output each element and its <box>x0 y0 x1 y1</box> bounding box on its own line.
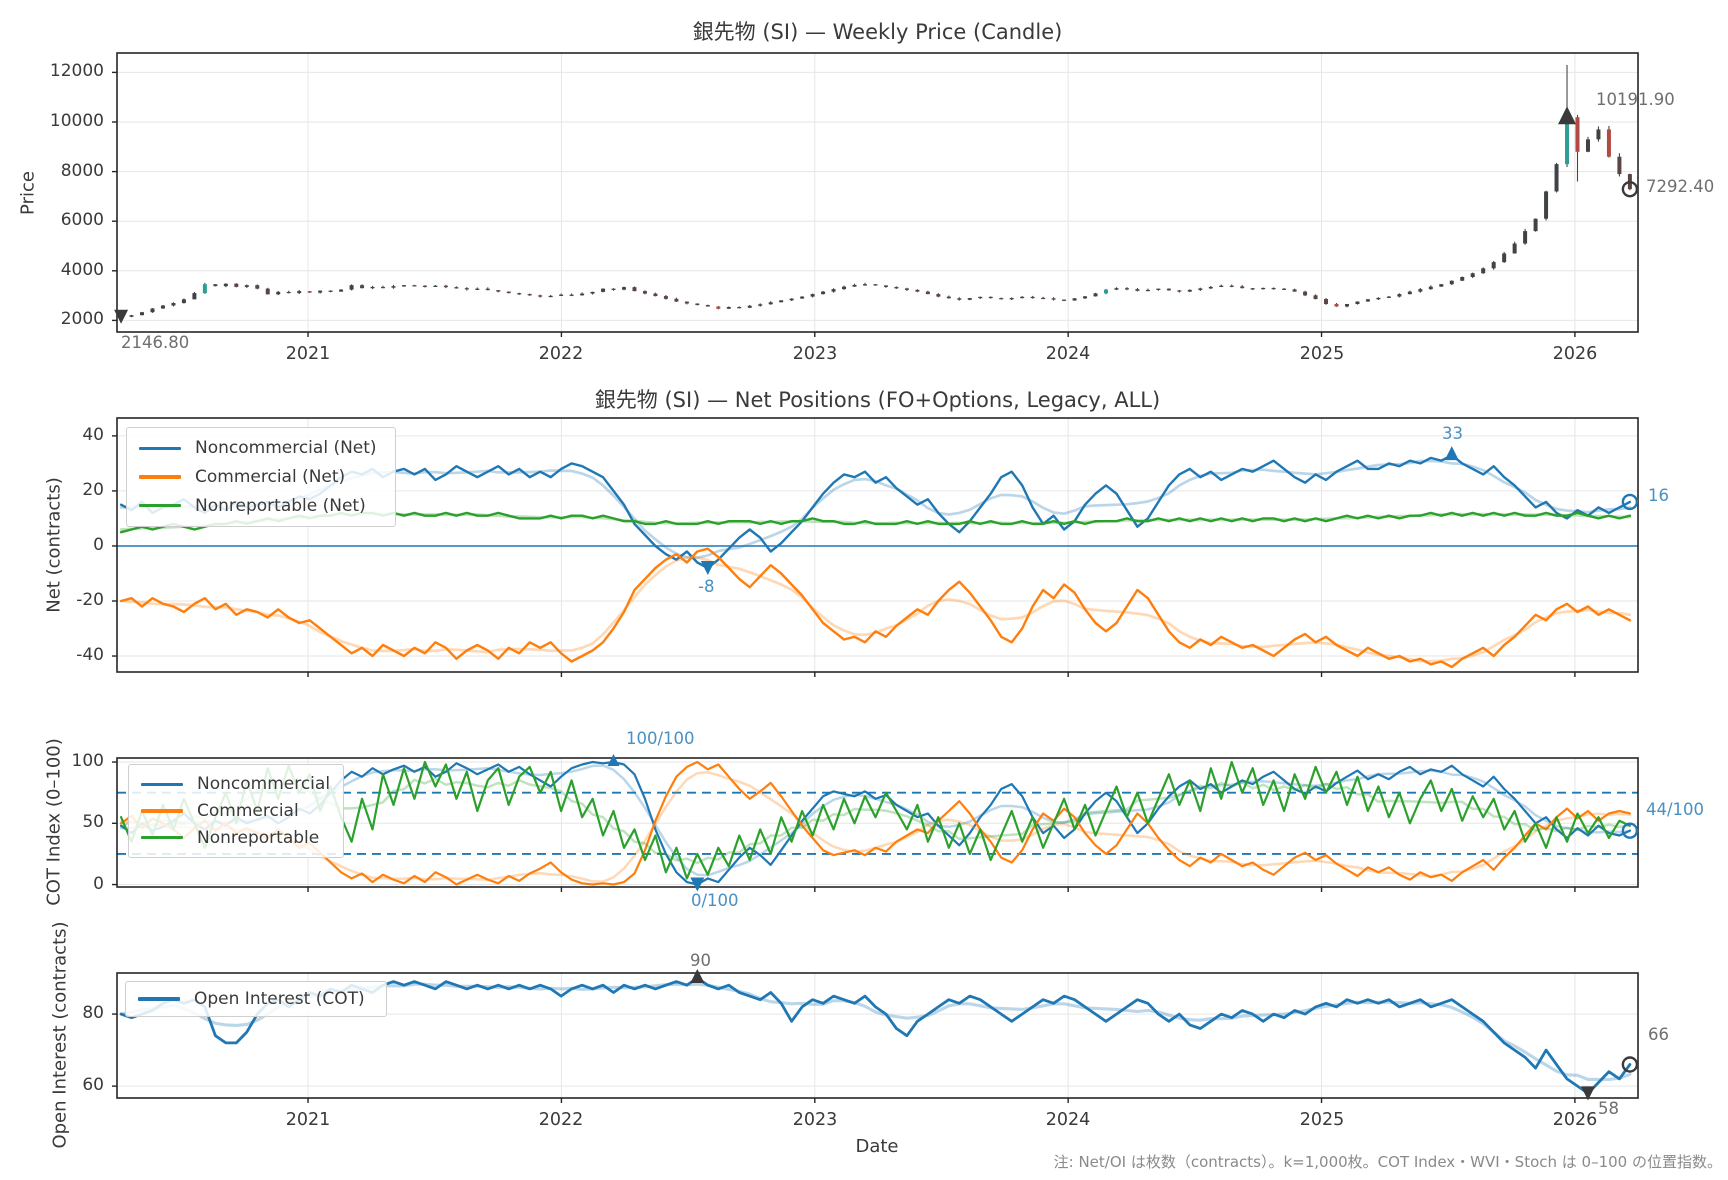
annotation-cot-max: 100/100 <box>626 729 695 748</box>
legend-label: Commercial (Net) <box>195 466 346 487</box>
legend-item-noncommercial-net: Noncommercial (Net) <box>139 438 383 458</box>
annotation-oi-max: 90 <box>690 951 711 970</box>
net-ytick: 40 <box>82 425 104 445</box>
nonreportable-line-swatch <box>139 503 181 508</box>
commercial-line-swatch <box>141 809 183 813</box>
net-ytick: -20 <box>76 590 104 610</box>
annotation-net-last: 16 <box>1648 486 1669 505</box>
price-ytick: 6000 <box>60 210 104 230</box>
footnote: 注: Net/OI は枚数（contracts）。k=1,000枚。COT In… <box>1053 1153 1722 1171</box>
price-ytick: 4000 <box>60 260 104 280</box>
price-xtick-2021: 2021 <box>285 344 331 364</box>
cot-ytick: 0 <box>93 874 104 894</box>
legend-label: Nonreportable (Net) <box>195 495 366 516</box>
legend-label: Noncommercial <box>197 774 331 795</box>
net-ytick: -40 <box>76 645 104 665</box>
annotation-oi-last: 66 <box>1648 1025 1669 1044</box>
commercial-line-swatch <box>139 475 181 479</box>
oi-axis-label: Open Interest (contracts) <box>49 921 71 1149</box>
cot-legend: Noncommercial Commercial Nonreportable <box>128 764 344 858</box>
annotation-price-last: 7292.40 <box>1646 177 1715 196</box>
legend-label: Nonreportable <box>197 827 320 848</box>
annotation-price-start: 2146.80 <box>121 333 190 352</box>
price-panel-title: 銀先物 (SI) — Weekly Price (Candle) <box>692 20 1063 44</box>
oi-xtick-2023: 2023 <box>792 1110 838 1130</box>
oi-ytick: 80 <box>82 1003 104 1023</box>
price-xtick-2024: 2024 <box>1045 344 1091 364</box>
annotation-cot-last: 44/100 <box>1646 800 1705 819</box>
oi-xtick-2021: 2021 <box>285 1110 331 1130</box>
noncommercial-line-swatch <box>139 446 181 451</box>
legend-item-open-interest: Open Interest (COT) <box>138 989 374 1009</box>
legend-item-commercial-net: Commercial (Net) <box>139 467 383 487</box>
oi-xtick-2022: 2022 <box>538 1110 584 1130</box>
annotation-net-max: 33 <box>1442 424 1463 443</box>
annotation-cot-min: 0/100 <box>691 891 739 910</box>
nonreportable-line-swatch <box>141 835 183 840</box>
price-xtick-2025: 2025 <box>1299 344 1345 364</box>
legend-item-noncommercial: Noncommercial <box>141 774 331 794</box>
oi-xtick-2024: 2024 <box>1045 1110 1091 1130</box>
price-ytick: 12000 <box>49 61 104 81</box>
annotation-price-peak: 10191.90 <box>1596 90 1675 109</box>
legend-item-commercial: Commercial <box>141 801 331 821</box>
net-ytick: 20 <box>82 480 104 500</box>
cot-ytick: 50 <box>82 812 104 832</box>
price-ytick: 2000 <box>60 309 104 329</box>
oi-xtick-2025: 2025 <box>1299 1110 1345 1130</box>
legend-label: Noncommercial (Net) <box>195 438 377 459</box>
cot-ytick: 100 <box>71 751 104 771</box>
noncommercial-line-swatch <box>141 782 183 787</box>
legend-item-nonreportable-net: Nonreportable (Net) <box>139 496 383 516</box>
net-ytick: 0 <box>93 535 104 555</box>
price-xtick-2026: 2026 <box>1552 344 1598 364</box>
oi-ytick: 60 <box>82 1075 104 1095</box>
price-xtick-2022: 2022 <box>538 344 584 364</box>
date-axis-label: Date <box>855 1136 899 1157</box>
legend-label: Commercial <box>197 800 299 821</box>
price-ytick: 8000 <box>60 161 104 181</box>
net-panel-title: 銀先物 (SI) — Net Positions (FO+Options, Le… <box>594 388 1161 412</box>
legend-item-nonreportable: Nonreportable <box>141 828 331 848</box>
price-xtick-2023: 2023 <box>792 344 838 364</box>
oi-legend: Open Interest (COT) <box>125 981 387 1017</box>
annotation-net-min: -8 <box>698 577 715 596</box>
legend-label: Open Interest (COT) <box>194 989 365 1009</box>
oi-xtick-2026: 2026 <box>1552 1110 1598 1130</box>
price-ytick: 10000 <box>49 111 104 131</box>
open-interest-line-swatch <box>138 997 180 1001</box>
net-legend: Noncommercial (Net) Commercial (Net) Non… <box>126 427 396 527</box>
annotation-oi-min: 58 <box>1598 1099 1619 1118</box>
